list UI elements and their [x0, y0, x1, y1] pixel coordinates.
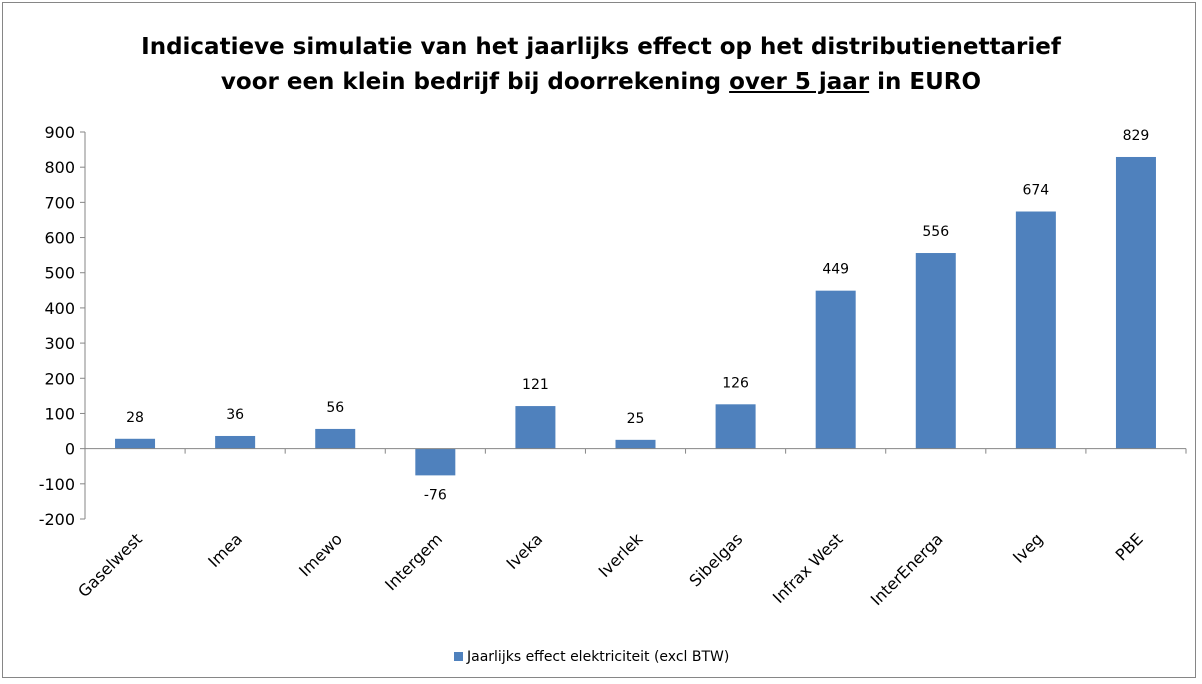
- bar-series: [115, 156, 1156, 476]
- legend: Jaarlijks effect elektriciteit (excl BTW…: [454, 649, 729, 665]
- y-tick-label: 200: [44, 369, 75, 388]
- category-label: Gaselwest: [74, 529, 146, 601]
- y-tick-label: 600: [44, 229, 75, 248]
- legend-swatch: [454, 652, 463, 661]
- data-label: -76: [424, 487, 447, 503]
- bar: [215, 435, 256, 449]
- category-label: PBE: [1112, 529, 1147, 564]
- category-label: Iveka: [503, 529, 547, 573]
- chart-title-line-2: voor een klein bedrijf bij doorrekening …: [0, 65, 1202, 100]
- chart-title-line-1: Indicatieve simulatie van het jaarlijks …: [141, 34, 1061, 60]
- bar: [1115, 156, 1156, 449]
- category-label: Sibelgas: [685, 529, 746, 590]
- category-label: Imea: [204, 529, 246, 571]
- chart-title-line-2-end: in EURO: [869, 69, 982, 95]
- y-axis-ticks: -200 -100 0 100 200 300 400 500 600 700 800 900: [39, 123, 85, 529]
- bar: [415, 448, 456, 476]
- data-label: 556: [922, 224, 949, 240]
- data-label: 36: [226, 407, 244, 423]
- chart-title-underlined: over 5 jaar: [729, 69, 870, 95]
- category-label: InterEnerga: [867, 529, 947, 609]
- y-tick-label: -200: [39, 510, 75, 529]
- chart-title: Indicatieve simulatie van het jaarlijks …: [0, 30, 1202, 100]
- bar: [815, 290, 856, 449]
- y-tick-label: 900: [44, 123, 75, 142]
- category-label: Intergem: [381, 529, 446, 594]
- data-label: 449: [822, 262, 849, 278]
- y-tick-label: 700: [44, 193, 75, 212]
- category-label: Imewo: [295, 529, 346, 580]
- y-tick-label: 300: [44, 334, 75, 353]
- data-label: 829: [1123, 128, 1150, 144]
- category-label: Iverlek: [595, 529, 647, 581]
- data-label: 674: [1022, 183, 1049, 199]
- y-tick-label: -100: [39, 475, 75, 494]
- data-label: 28: [126, 410, 144, 426]
- axes: [84, 132, 1187, 519]
- category-label: Iveg: [1009, 529, 1047, 567]
- bar: [315, 428, 356, 449]
- data-label: 56: [326, 400, 344, 416]
- category-labels: Gaselwest Imea Imewo Intergem Iveka Iverlek Si…: [74, 529, 1147, 609]
- category-label: Infrax West: [769, 529, 847, 607]
- bar: [515, 406, 556, 449]
- bar: [715, 404, 756, 449]
- bar: [615, 439, 656, 449]
- data-label: 25: [627, 411, 645, 427]
- legend-label: Jaarlijks effect elektriciteit (excl BTW…: [466, 649, 729, 665]
- y-tick-label: 100: [44, 404, 75, 423]
- bar: [915, 253, 956, 449]
- y-tick-label: 800: [44, 158, 75, 177]
- data-label: 126: [722, 375, 749, 391]
- y-tick-label: 500: [44, 264, 75, 283]
- data-labels: 28 36 56 -76 121 25 126 449 556 674 829: [126, 128, 1149, 503]
- data-label: 121: [522, 377, 549, 393]
- bar: [1015, 211, 1056, 449]
- y-tick-label: 400: [44, 299, 75, 318]
- bar: [115, 438, 156, 449]
- y-tick-label: 0: [65, 440, 75, 459]
- chart-title-line-2-start: voor een klein bedrijf bij doorrekening: [220, 69, 730, 95]
